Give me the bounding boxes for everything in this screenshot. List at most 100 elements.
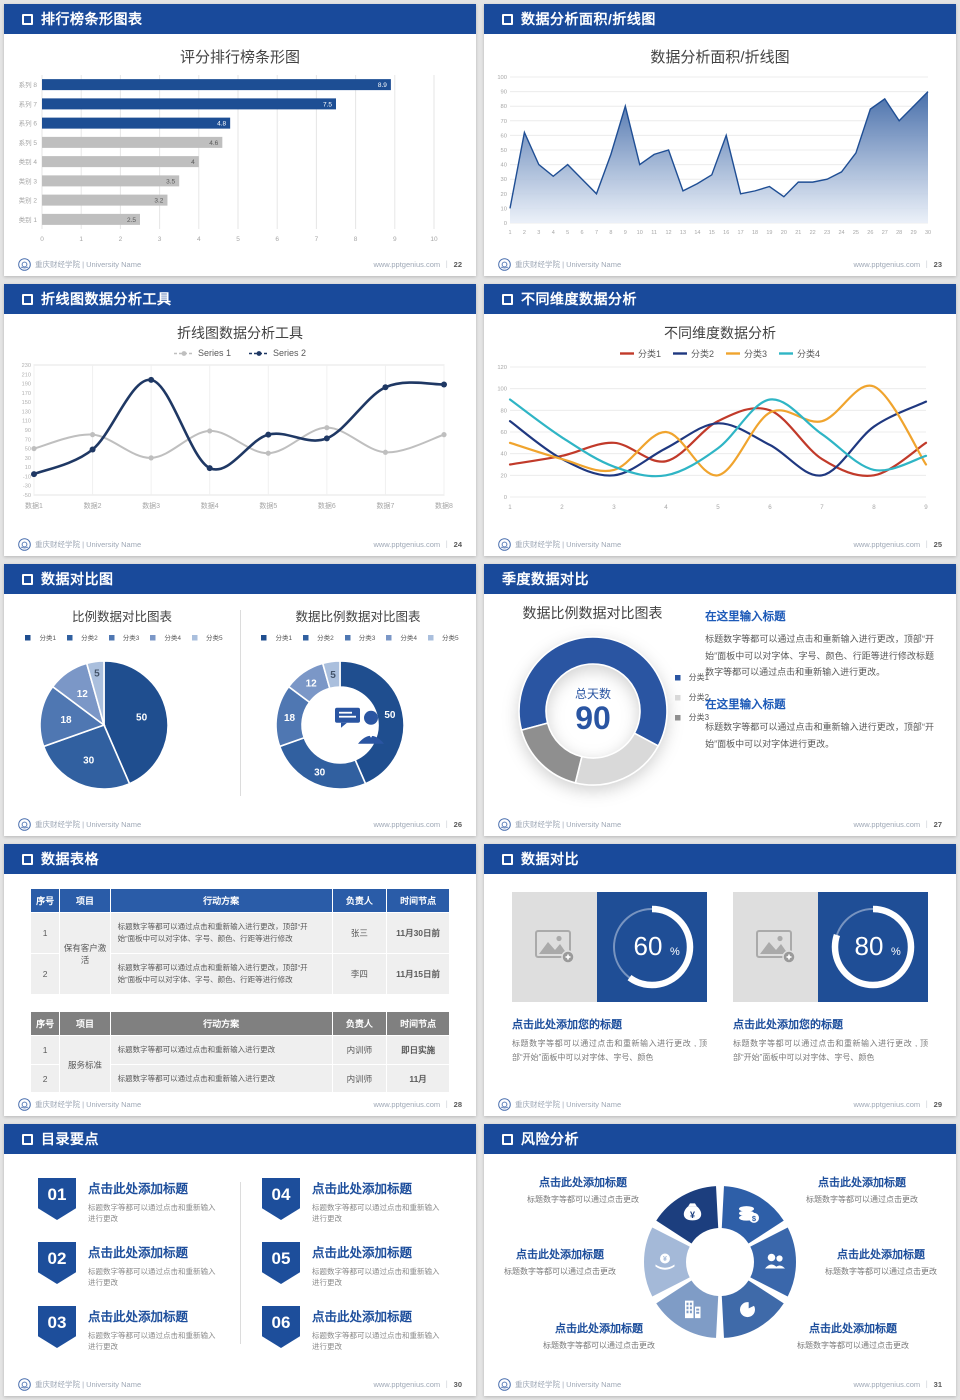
legend-item: 分类5 [424, 632, 459, 642]
slide-toc[interactable]: 目录要点 01 点击此处添加标题 标题数字等都可以通过点击和重新输入进行更改 02 点击… [4, 1124, 476, 1396]
toc-item-title: 点击此处添加标题 [312, 1246, 413, 1260]
slide-pie-compare[interactable]: 数据对比图 比例数据对比图表 分类1 分类2 分类3 分类4 分类5 50 30 18 12 5… [4, 564, 476, 836]
risk-label-body: 标题数字等都可以通过点击更改 [825, 1267, 937, 1276]
svg-text:-50: -50 [23, 493, 31, 499]
toc-item-body: 标题数字等都可以通过点击和重新输入进行更改 [88, 1331, 216, 1351]
toc-number-badge: 01 [38, 1178, 76, 1220]
svg-text:1: 1 [508, 230, 511, 236]
svg-text:230: 230 [22, 363, 31, 369]
svg-text:18: 18 [60, 715, 72, 726]
bullet-square-icon [22, 853, 33, 865]
line-chart: -50 -30 -10 10 30 50 70 90 110 130 150 170 190 210 230… [4, 361, 476, 515]
svg-text:20: 20 [501, 473, 507, 479]
table-cell: 11月30日前 [386, 912, 450, 954]
donut-panel: 数据比例数据对比图表 总天数 90 分类1 分类2 分类3 [484, 594, 709, 812]
svg-text:2: 2 [560, 504, 564, 511]
text-block-body: 标题数字等都可以通过点击和重新输入进行更改，顶部“开始”面板中可以对字体进行更改… [705, 721, 934, 749]
footer-site: www.pptgenius.com [373, 259, 441, 269]
slide-title: 不同维度数据分析 [521, 291, 637, 307]
legend-label: 分类1 [39, 635, 57, 642]
risk-label: 点击此处添加标题标题数字等都可以通过点击更改 [802, 1246, 956, 1277]
university-logo [18, 257, 31, 271]
slide-data-table[interactable]: 数据表格 序号 项目 行动方案 负责人 时间节点 1 保有客户激活 标题数字等都可以通过点击和… [4, 844, 476, 1116]
toc-item-body: 标题数字等都可以通过点击和重新输入进行更改 [312, 1203, 440, 1223]
svg-text:数据3: 数据3 [142, 501, 160, 510]
add-image-icon-svg [755, 930, 796, 964]
svg-text:0: 0 [504, 495, 507, 501]
legend-label: 分类1 [275, 635, 293, 642]
toc-item[interactable]: 02 点击此处添加标题 标题数字等都可以通过点击和重新输入进行更改 [38, 1234, 218, 1298]
toc-number-badge: 02 [38, 1242, 76, 1284]
legend-label: 分类1 [688, 673, 710, 682]
slide-progress-compare[interactable]: 数据对比 60% 点击此处添加您的标题 标题数字等都可以通过点击和重新输入进行更… [484, 844, 956, 1116]
legend-label: Series 1 [197, 348, 231, 358]
slide-quarter-compare[interactable]: 季度数据对比 数据比例数据对比图表 总天数 90 分类1 分类2 分类3 在这里输入… [484, 564, 956, 836]
chart-title: 数据分析面积/折线图 [650, 49, 790, 66]
toc-item[interactable]: 05 点击此处添加标题 标题数字等都可以通过点击和重新输入进行更改 [262, 1234, 442, 1298]
svg-text:%: % [891, 946, 901, 958]
svg-text:6: 6 [581, 230, 584, 236]
legend-label: 分类5 [441, 635, 459, 642]
svg-text:7.5: 7.5 [323, 101, 332, 108]
toc-item-body: 标题数字等都可以通过点击和重新输入进行更改 [88, 1267, 216, 1287]
bullet-square-icon [22, 1133, 33, 1145]
slide-ranking-bar[interactable]: 排行榜条形图表 评分排行榜条形图 0 1 2 3 4 5 6 7 8 9 10 系列 8 8.9 系列 7… [4, 4, 476, 276]
toc-item[interactable]: 03 点击此处添加标题 标题数字等都可以通过点击和重新输入进行更改 [38, 1298, 218, 1362]
toc-item-title: 点击此处添加标题 [312, 1310, 413, 1324]
svg-text:系列 7: 系列 7 [19, 99, 38, 108]
table-cell: 即日实施 [386, 1035, 450, 1065]
toc-item[interactable]: 01 点击此处添加标题 标题数字等都可以通过点击和重新输入进行更改 [38, 1170, 218, 1234]
svg-text:19: 19 [766, 230, 772, 236]
svg-text:类别 1: 类别 1 [19, 215, 38, 224]
slide-line-tool[interactable]: 折线图数据分析工具 折线图数据分析工具 Series 1 Series 2 -50… [4, 284, 476, 556]
chart-title: 折线图数据分析工具 [177, 325, 303, 341]
slide-title: 季度数据对比 [502, 571, 589, 587]
svg-text:80: 80 [855, 931, 884, 961]
legend-swatch [191, 634, 198, 640]
table-header-cell: 时间节点 [386, 888, 450, 913]
svg-text:28: 28 [896, 230, 902, 236]
svg-text:24: 24 [838, 230, 844, 236]
slide-footer: 重庆财经学院 | University Name www.pptgenius.c… [484, 252, 956, 276]
chart-legend: 分类1 分类2 分类3 [671, 672, 709, 723]
slide-multi-line[interactable]: 不同维度数据分析 不同维度数据分析 分类1 分类2 分类3 分类4 0 20 40 60 80… [484, 284, 956, 556]
svg-text:数据1: 数据1 [25, 501, 43, 510]
slide-header: 折线图数据分析工具 [4, 284, 476, 314]
svg-text:10: 10 [25, 465, 31, 471]
svg-text:0: 0 [40, 236, 44, 243]
legend-label: 分类2 [688, 693, 710, 702]
page-number: 23 [933, 259, 942, 269]
table-header-cell: 序号 [29, 1011, 61, 1036]
bullet-square-icon [22, 293, 33, 305]
pie-chart-svg: 50 30 18 12 5 [39, 660, 169, 790]
svg-text:170: 170 [22, 391, 31, 397]
people-icon [765, 1253, 785, 1269]
legend-item: 分类4 [146, 632, 181, 642]
svg-text:30: 30 [501, 177, 507, 183]
svg-text:70: 70 [501, 119, 507, 125]
slide-area-chart[interactable]: 数据分析面积/折线图 数据分析面积/折线图 0 10 20 30 40 50 60 70 80 9… [484, 4, 956, 276]
svg-text:30: 30 [25, 456, 31, 462]
table-header-cell: 负责人 [331, 888, 388, 913]
university-logo-icon [18, 817, 31, 831]
progress-card: 60% 点击此处添加您的标题 标题数字等都可以通过点击和重新输入进行更改 , 顶… [512, 892, 707, 1064]
progress-ring: 60% [602, 897, 702, 997]
svg-text:150: 150 [22, 400, 31, 406]
bullet-square-icon [22, 573, 33, 585]
chart-title: 比例数据对比图表 [71, 610, 172, 624]
university-logo-icon [498, 817, 511, 831]
svg-text:20: 20 [781, 230, 787, 236]
legend-swatch [427, 634, 434, 640]
slide-risk[interactable]: 风险分析 ¥ $ ¥ 点击此处添加标题 标题数字等都可以通过点击更改 点击此处添加标题标… [484, 1124, 956, 1396]
svg-text:数据5: 数据5 [259, 501, 277, 510]
page-number: 22 [453, 259, 462, 269]
university-logo [498, 1097, 511, 1111]
line-chart-svg: -50 -30 -10 10 30 50 70 90 110 130 150 170 190 210 230… [22, 363, 453, 510]
legend-item: 分类1 [21, 632, 56, 642]
chart-legend: 分类1 分类2 分类3 分类4 [484, 345, 956, 361]
risk-label-title: 点击此处添加标题 [837, 1249, 925, 1261]
toc-item[interactable]: 04 点击此处添加标题 标题数字等都可以通过点击和重新输入进行更改 [262, 1170, 442, 1234]
toc-number-badge: 05 [262, 1242, 300, 1284]
toc-item[interactable]: 06 点击此处添加标题 标题数字等都可以通过点击和重新输入进行更改 [262, 1298, 442, 1362]
